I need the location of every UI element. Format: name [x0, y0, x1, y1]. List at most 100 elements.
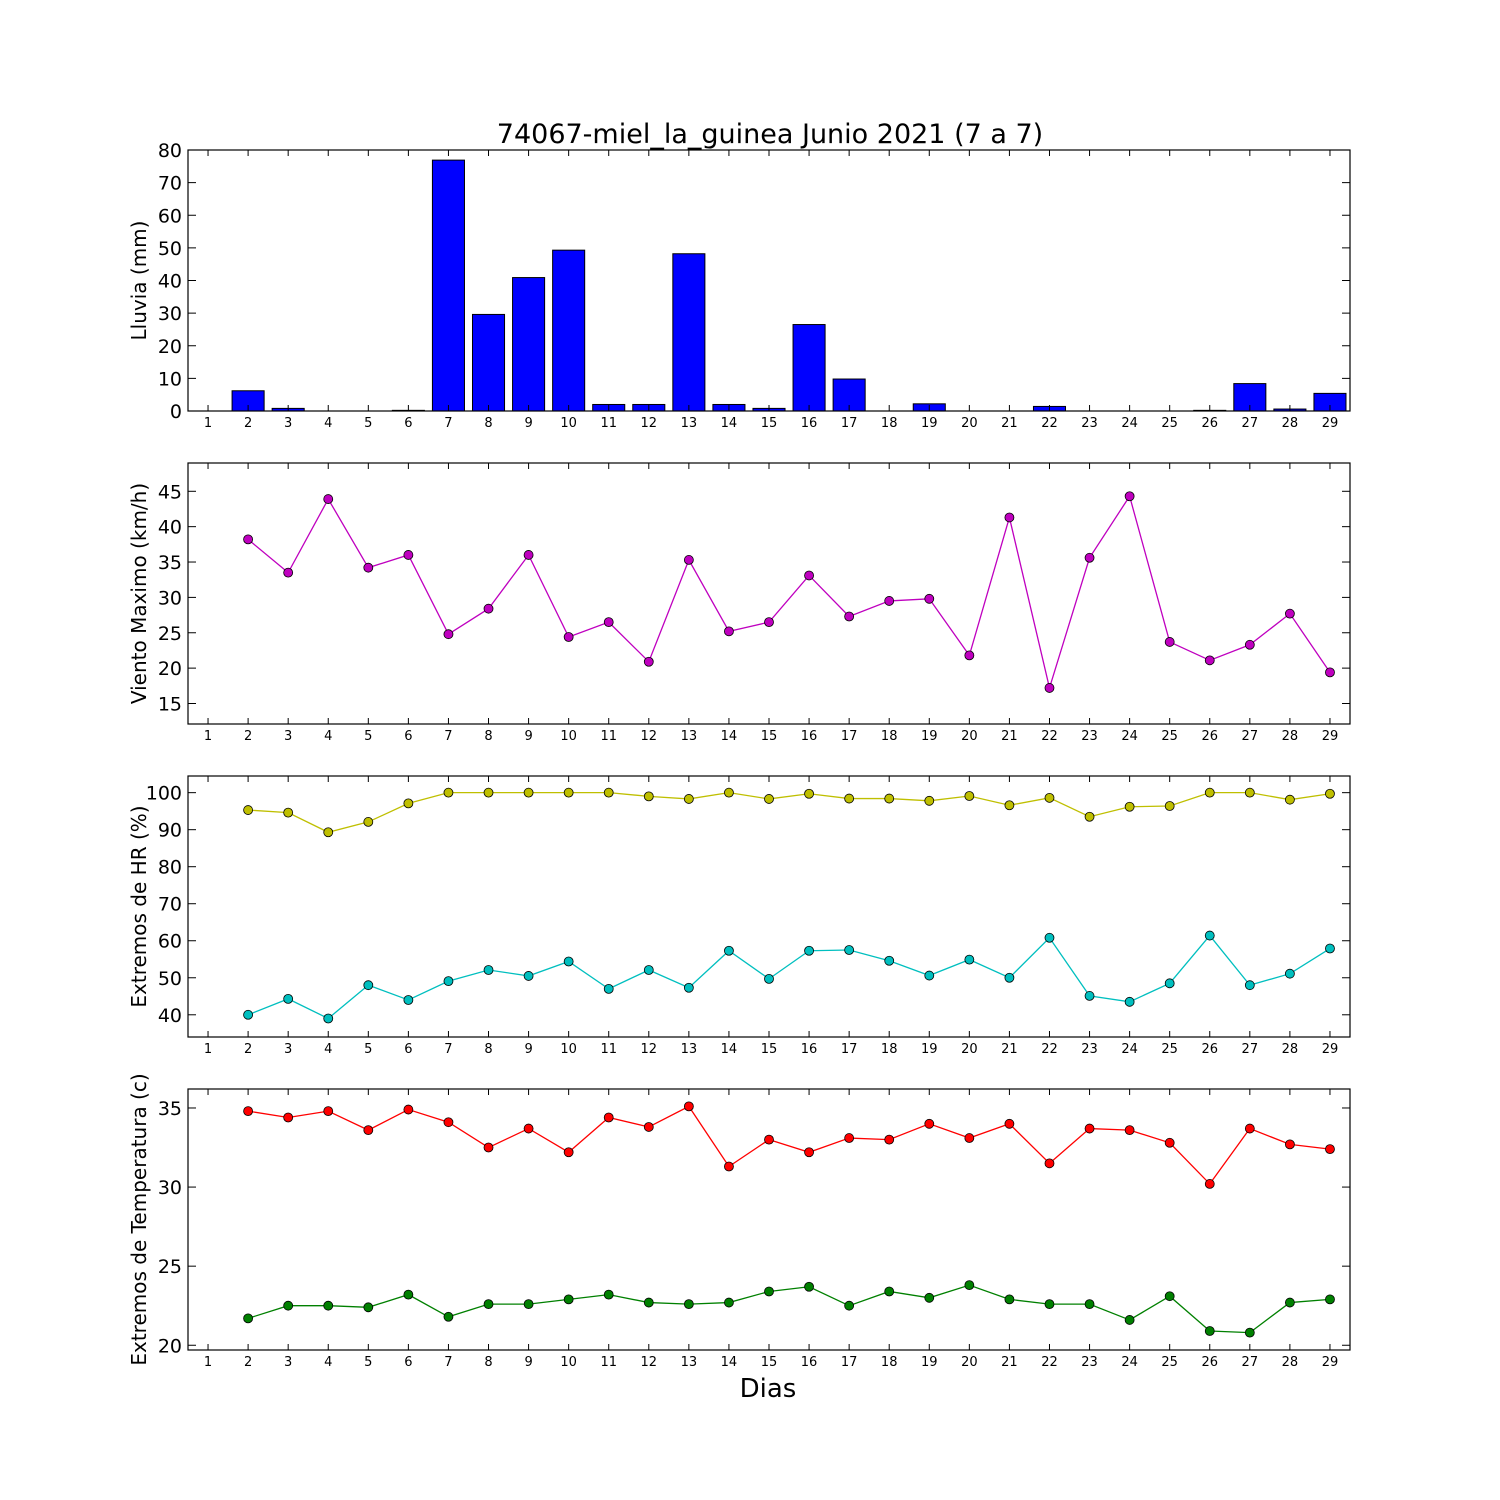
point-s2-day-3 [283, 993, 294, 1004]
x-tick-label: 4 [324, 729, 332, 744]
y-tick-label: 0 [170, 401, 182, 423]
x-tick-label: 3 [284, 1355, 292, 1370]
x-tick-label: 20 [961, 416, 978, 431]
point-s1-day-20 [964, 650, 975, 661]
x-tick-label: 14 [721, 416, 738, 431]
x-tick-label: 25 [1161, 416, 1178, 431]
bar-day-10 [552, 249, 586, 412]
x-tick-label: 7 [444, 1355, 452, 1370]
point-s2-day-12 [643, 965, 654, 975]
x-tick-label: 29 [1322, 1042, 1339, 1057]
x-tick-label: 12 [641, 1042, 658, 1057]
x-tick-label: 24 [1121, 1355, 1138, 1370]
x-tick-label: 6 [404, 1042, 412, 1057]
point-s1-day-14 [724, 787, 734, 798]
point-s2-day-4 [323, 1300, 334, 1311]
point-s1-day-2 [243, 805, 254, 815]
point-s2-day-25 [1164, 1291, 1175, 1302]
point-s1-day-25 [1164, 801, 1175, 811]
point-s1-day-15 [764, 1134, 774, 1145]
point-s2-day-23 [1084, 991, 1095, 1001]
y-tick-label: 15 [158, 693, 182, 715]
x-tick-label: 11 [600, 416, 617, 431]
point-s2-day-2 [243, 1313, 254, 1324]
x-tick-label: 24 [1121, 416, 1138, 431]
x-tick-label: 29 [1322, 1355, 1339, 1370]
point-s1-day-6 [403, 1104, 414, 1115]
point-s2-day-21 [1004, 1294, 1015, 1305]
point-s1-day-23 [1084, 552, 1095, 563]
point-s2-day-24 [1124, 996, 1135, 1007]
point-s1-day-23 [1084, 1123, 1095, 1134]
y-tick-label: 20 [158, 1335, 182, 1357]
plot-frame [187, 775, 1351, 1038]
point-s1-day-16 [804, 788, 814, 799]
x-tick-label: 13 [681, 1042, 698, 1057]
x-tick-label: 9 [524, 416, 532, 431]
point-s1-day-21 [1004, 512, 1015, 523]
point-s2-day-7 [443, 976, 454, 986]
x-tick-label: 6 [404, 729, 412, 744]
point-s1-day-9 [523, 550, 534, 560]
y-tick-label: 70 [158, 894, 182, 916]
point-s1-day-26 [1204, 787, 1215, 798]
point-s1-day-8 [483, 1142, 494, 1153]
plot-frame [187, 462, 1351, 725]
y-tick-label: 45 [158, 481, 182, 503]
point-s1-day-25 [1164, 637, 1175, 647]
y-tick-label: 30 [158, 303, 182, 325]
point-s1-day-6 [403, 798, 414, 809]
y-tick-label: 60 [158, 931, 182, 953]
point-s1-day-27 [1244, 639, 1255, 650]
point-s2-day-18 [884, 955, 895, 966]
y-tick-label: 20 [158, 658, 182, 680]
point-s1-day-18 [884, 596, 895, 606]
x-tick-label: 28 [1282, 1355, 1299, 1370]
x-tick-label: 20 [961, 1355, 978, 1370]
y-axis-label: Extremos de Temperatura (c) [127, 1073, 151, 1365]
x-tick-label: 15 [761, 416, 778, 431]
point-s1-day-5 [363, 817, 374, 827]
x-tick-label: 10 [560, 1355, 577, 1370]
point-s2-day-14 [724, 1297, 734, 1308]
point-s2-day-6 [403, 995, 414, 1005]
x-tick-label: 5 [364, 416, 372, 431]
x-tick-label: 27 [1242, 416, 1259, 431]
point-s2-day-5 [363, 1302, 374, 1313]
x-tick-label: 9 [524, 1042, 532, 1057]
y-tick-label: 30 [158, 587, 182, 609]
point-s2-day-27 [1244, 1327, 1255, 1338]
x-tick-label: 23 [1081, 729, 1098, 744]
x-tick-label: 25 [1161, 1355, 1178, 1370]
point-s1-day-8 [483, 603, 494, 614]
point-s1-day-14 [724, 626, 734, 637]
point-s1-day-16 [804, 570, 814, 581]
point-s2-day-11 [603, 983, 614, 994]
x-tick-label: 22 [1041, 416, 1058, 431]
point-s1-day-29 [1325, 788, 1335, 799]
point-s1-day-22 [1044, 1158, 1055, 1169]
x-tick-label: 23 [1081, 1355, 1098, 1370]
y-tick-label: 90 [158, 820, 182, 842]
point-s1-day-27 [1244, 787, 1255, 798]
point-s2-day-8 [483, 1299, 494, 1310]
x-tick-label: 14 [721, 1355, 738, 1370]
bar-day-8 [471, 313, 506, 412]
x-tick-label: 2 [244, 1355, 252, 1370]
point-s1-day-5 [363, 1125, 374, 1136]
point-s1-day-3 [283, 567, 294, 578]
x-tick-label: 29 [1322, 729, 1339, 744]
x-tick-label: 12 [641, 729, 658, 744]
point-s1-day-29 [1325, 1144, 1335, 1155]
x-tick-label: 18 [881, 1042, 898, 1057]
x-tick-label: 11 [600, 1355, 617, 1370]
point-s2-day-17 [844, 945, 855, 955]
point-s1-day-17 [844, 1133, 855, 1143]
x-tick-label: 2 [244, 416, 252, 431]
point-s2-day-14 [724, 945, 734, 956]
y-tick-label: 35 [158, 552, 182, 574]
point-s2-day-13 [683, 982, 694, 993]
point-s1-day-3 [283, 807, 294, 818]
y-tick-label: 100 [146, 783, 182, 805]
